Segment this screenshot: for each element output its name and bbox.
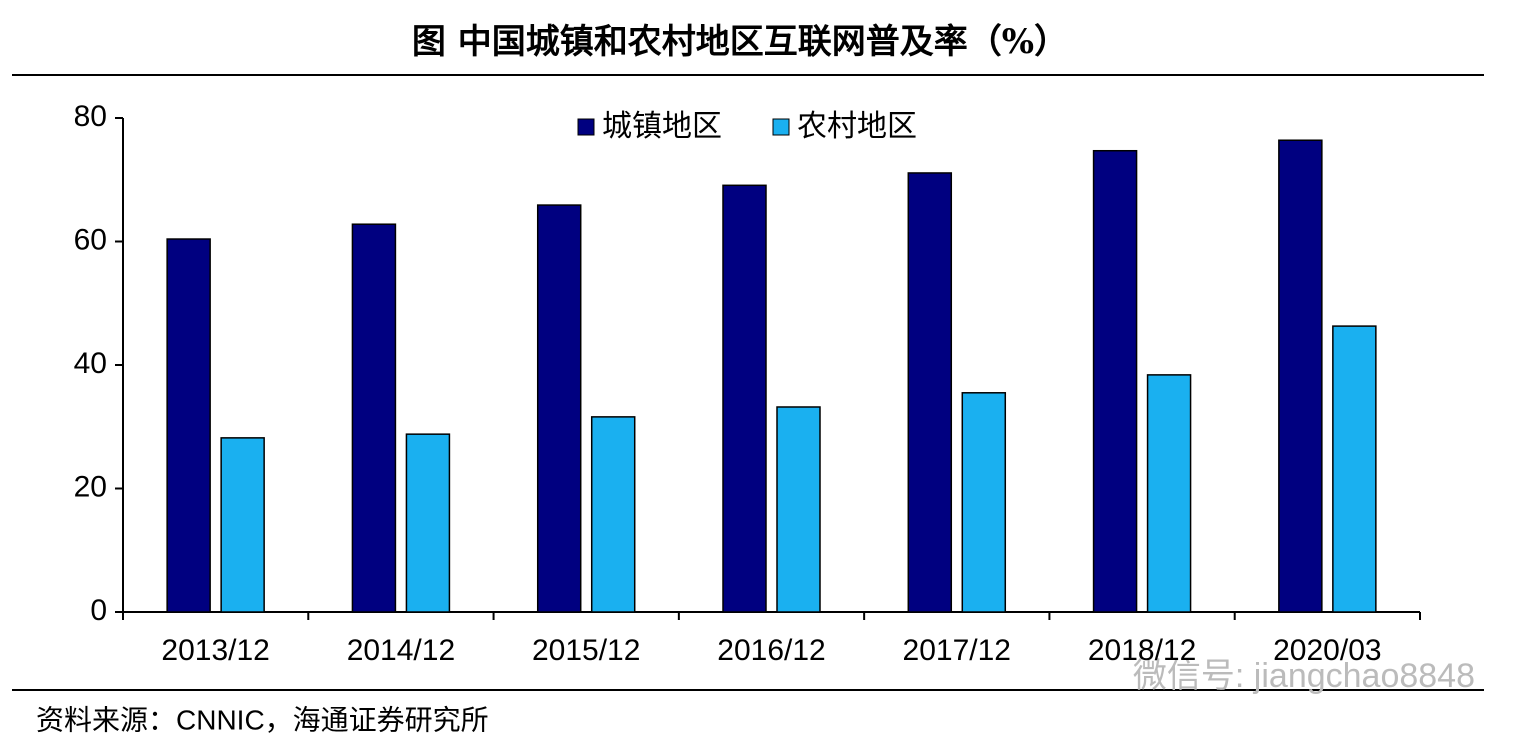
x-tick-label: 2017/12 <box>903 634 1011 667</box>
bar <box>1092 149 1138 613</box>
bar <box>351 223 397 613</box>
watermark: 微信号: jiangchao8848 <box>1133 657 1475 695</box>
legend-swatch <box>577 118 595 136</box>
y-tick-label: 0 <box>90 594 107 627</box>
bar <box>536 204 582 613</box>
x-tick-label: 2020/03 <box>1273 634 1381 667</box>
x-tick-label: 2018/12 <box>1088 634 1196 667</box>
bar <box>1332 325 1377 613</box>
bar <box>590 416 636 613</box>
bar <box>220 437 265 613</box>
x-tick-label: 2016/12 <box>717 634 825 667</box>
source: 资料来源：CNNIC，海通证券研究所 <box>36 704 489 735</box>
y-tick-label: 20 <box>74 470 107 503</box>
x-tick-label: 2014/12 <box>347 634 455 667</box>
bar <box>1146 374 1192 613</box>
legend-label: 城镇地区 <box>602 110 722 143</box>
bar <box>776 406 821 613</box>
bar <box>961 392 1007 613</box>
bar <box>722 184 767 613</box>
x-tick-label: 2013/12 <box>161 634 269 667</box>
y-tick-label: 60 <box>74 223 107 256</box>
legend-label: 农村地区 <box>797 110 917 143</box>
legend-swatch <box>772 118 790 136</box>
chart-title: 图 中国城镇和农村地区互联网普及率（%） <box>412 22 1068 62</box>
bar <box>907 172 953 613</box>
bar <box>405 433 451 613</box>
bar <box>1278 139 1323 613</box>
x-tick-label: 2015/12 <box>532 634 640 667</box>
y-tick-label: 80 <box>74 100 107 133</box>
y-tick-label: 40 <box>74 347 107 380</box>
bar <box>166 238 211 613</box>
